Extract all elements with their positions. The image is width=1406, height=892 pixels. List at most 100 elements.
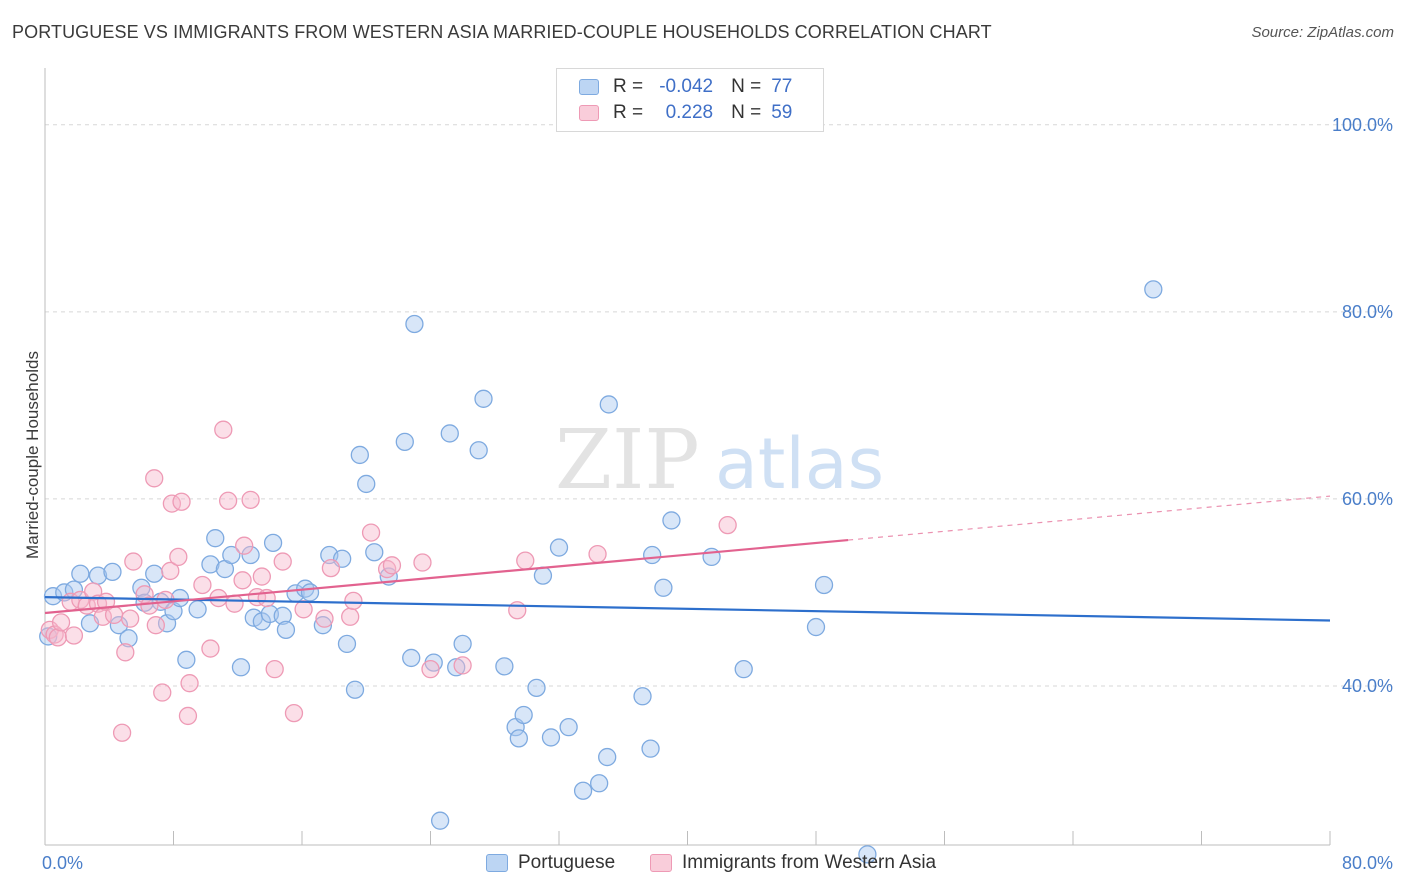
- portuguese-point: [188, 600, 207, 619]
- x-tick-label: 0.0%: [42, 853, 83, 873]
- western-asia-points: [40, 420, 737, 742]
- legend-label: Immigrants from Western Asia: [682, 852, 937, 873]
- western-asia-point: [321, 558, 341, 578]
- western-asia-point: [413, 553, 432, 572]
- portuguese-point: [231, 658, 251, 677]
- portuguese-point: [858, 845, 877, 864]
- portuguese-point: [276, 620, 296, 640]
- portuguese-point: [495, 657, 514, 676]
- western-asia-point: [48, 628, 67, 647]
- portuguese-point: [633, 687, 652, 706]
- western-asia-point: [172, 492, 191, 511]
- western-asia-point: [508, 601, 527, 620]
- portuguese-point: [109, 616, 129, 635]
- western-asia-point: [718, 515, 737, 535]
- portuguese-point: [119, 629, 138, 648]
- tick-labels: 40.0% 60.0% 80.0% 100.0% 0.0% 80.0%: [42, 115, 1393, 873]
- y-tick-label: 100.0%: [1332, 115, 1393, 135]
- western-asia-point: [421, 660, 440, 679]
- portuguese-point: [313, 616, 333, 635]
- portuguese-point: [654, 578, 673, 597]
- portuguese-point: [509, 729, 528, 748]
- portuguese-point: [734, 660, 753, 679]
- western-asia-point: [145, 469, 164, 488]
- portuguese-point: [573, 781, 593, 800]
- western-asia-point: [218, 491, 238, 510]
- n-value: 59: [771, 102, 793, 123]
- source-credit: Source: ZipAtlas.com: [1251, 24, 1394, 41]
- portuguese-point: [662, 511, 681, 530]
- portuguese-point: [395, 432, 414, 452]
- legend-item-portuguese: Portuguese: [486, 852, 615, 874]
- portuguese-point: [440, 424, 459, 443]
- portuguese-point: [549, 538, 569, 557]
- western-asia-point: [315, 609, 334, 628]
- portuguese-point: [474, 389, 493, 408]
- western-asia-point: [201, 639, 220, 658]
- portuguese-point: [71, 564, 90, 583]
- portuguese-point: [145, 564, 164, 583]
- portuguese-point: [177, 650, 196, 669]
- swatch-blue: [486, 854, 508, 872]
- portuguese-point: [1144, 280, 1163, 299]
- western-asia-point: [225, 594, 244, 613]
- portuguese-point: [643, 545, 662, 565]
- n-label: N =: [731, 102, 762, 123]
- portuguese-point: [39, 627, 58, 646]
- portuguese-point: [453, 634, 472, 654]
- trend-lines: [44, 495, 1331, 622]
- portuguese-point: [300, 583, 320, 602]
- portuguese-point: [814, 575, 834, 595]
- watermark: ZIP atlas: [555, 413, 884, 508]
- portuguese-point: [222, 545, 241, 565]
- portuguese-point: [806, 617, 826, 637]
- n-value: 77: [771, 76, 793, 97]
- portuguese-point: [430, 811, 450, 830]
- portuguese-point: [641, 739, 660, 758]
- portuguese-point: [170, 588, 190, 608]
- western-asia-point: [214, 420, 233, 439]
- y-axis-label: Married-couple Households: [23, 351, 42, 559]
- western-asia-point: [344, 591, 363, 611]
- western-asia-point: [382, 556, 402, 575]
- portuguese-point: [402, 648, 421, 668]
- western-asia-point: [116, 643, 135, 662]
- gridlines: [45, 124, 1392, 687]
- portuguese-point: [357, 474, 376, 494]
- portuguese-trend-line: [44, 596, 1331, 622]
- stats-legend: R = -0.042 N = 77 R = 0.228 N = 59: [556, 68, 824, 132]
- portuguese-point: [263, 533, 283, 553]
- axes: [44, 68, 1331, 846]
- stats-row-portuguese: R = -0.042 N = 77: [579, 74, 792, 100]
- western-asia-trend-extension: [848, 495, 1331, 541]
- western-asia-point: [235, 536, 254, 555]
- series-legend: Portuguese Immigrants from Western Asia: [0, 852, 1406, 878]
- portuguese-point: [350, 445, 369, 465]
- western-asia-point: [120, 609, 140, 628]
- y-tick-label: 80.0%: [1342, 302, 1393, 322]
- western-asia-point: [193, 575, 212, 595]
- portuguese-points: [39, 280, 1163, 864]
- western-asia-point: [294, 600, 313, 619]
- portuguese-point: [345, 680, 365, 699]
- r-label: R =: [613, 76, 644, 97]
- portuguese-point: [273, 606, 292, 625]
- portuguese-point: [541, 728, 561, 747]
- western-asia-point: [273, 552, 292, 571]
- portuguese-point: [598, 747, 617, 767]
- n-label: N =: [731, 76, 762, 97]
- western-asia-point: [178, 706, 198, 726]
- legend-item-western-asia: Immigrants from Western Asia: [650, 852, 936, 874]
- portuguese-point: [469, 441, 488, 460]
- western-asia-point: [588, 544, 607, 564]
- western-asia-point: [112, 723, 132, 742]
- chart-title: PORTUGUESE VS IMMIGRANTS FROM WESTERN AS…: [12, 22, 992, 42]
- portuguese-point: [533, 566, 553, 585]
- western-asia-point: [180, 674, 199, 693]
- legend-label: Portuguese: [518, 852, 616, 873]
- portuguese-point: [206, 529, 225, 548]
- y-tick-label: 60.0%: [1342, 489, 1393, 509]
- watermark-zip: ZIP: [555, 413, 700, 508]
- western-asia-point: [265, 660, 284, 679]
